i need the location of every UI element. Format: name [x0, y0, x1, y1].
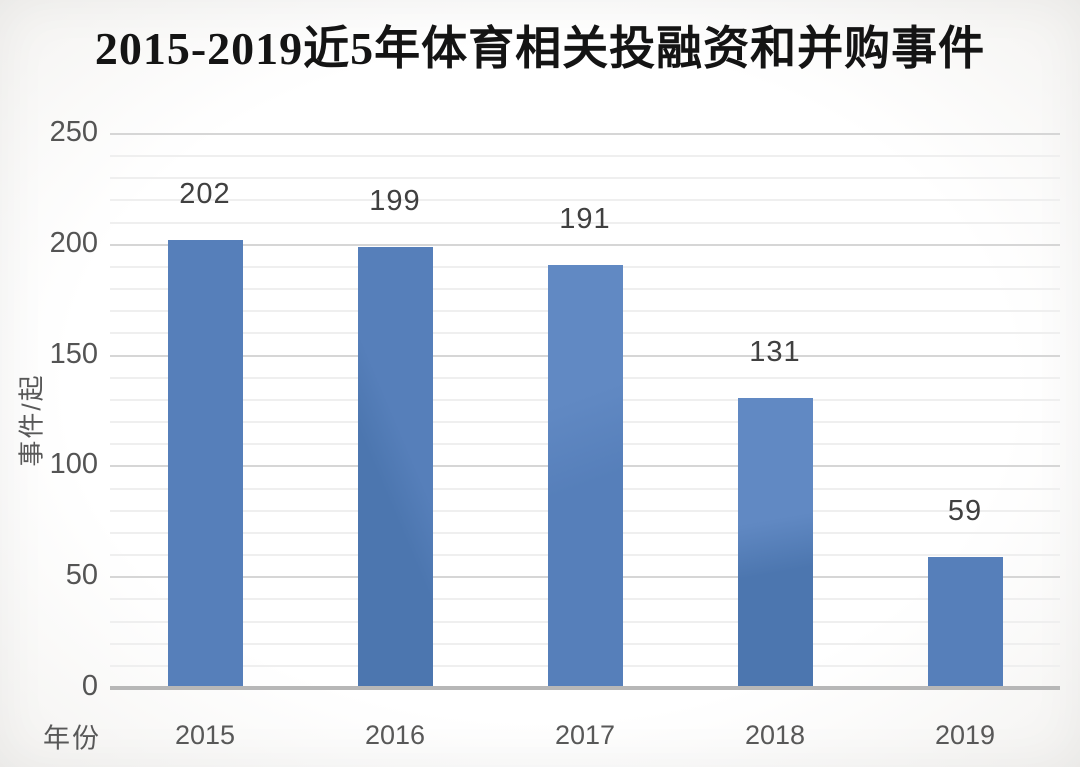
gridline-minor: [110, 177, 1060, 180]
bar-value-label: 131: [749, 335, 801, 368]
gridline-major: [110, 243, 1060, 246]
x-tick-label: 2016: [364, 720, 426, 750]
bar-value-label: 202: [179, 178, 231, 211]
y-tick-label: 100: [49, 448, 98, 481]
bar-value-label: 59: [947, 495, 983, 528]
y-tick-label: 50: [65, 559, 98, 592]
y-tick-label: 200: [49, 226, 98, 259]
bar-2019: [927, 557, 1003, 688]
y-tick-label: 0: [81, 670, 98, 702]
chart-title: 2015-2019近5年体育相关投融资和并购事件: [94, 23, 986, 74]
x-axis-title: 年份: [43, 723, 101, 754]
bar-2016: [357, 247, 433, 688]
y-tick-label: 250: [49, 116, 98, 148]
gridline-minor: [110, 221, 1060, 224]
gridline-major: [110, 133, 1060, 135]
bar-2018: [737, 397, 813, 688]
x-axis-line: [110, 686, 1060, 690]
x-tick-label: 2019: [934, 720, 996, 750]
x-tick-label: 2018: [744, 720, 806, 750]
bar-value-label: 199: [369, 185, 421, 218]
bar-value-label: 191: [559, 202, 611, 235]
bar-2017: [547, 264, 623, 688]
y-tick-label: 150: [49, 337, 98, 370]
bar-2015: [167, 240, 243, 688]
gridline-minor: [110, 199, 1060, 202]
x-tick-label: 2017: [554, 720, 616, 750]
x-tick-label: 2015: [174, 720, 236, 750]
gridline-minor: [110, 155, 1060, 158]
